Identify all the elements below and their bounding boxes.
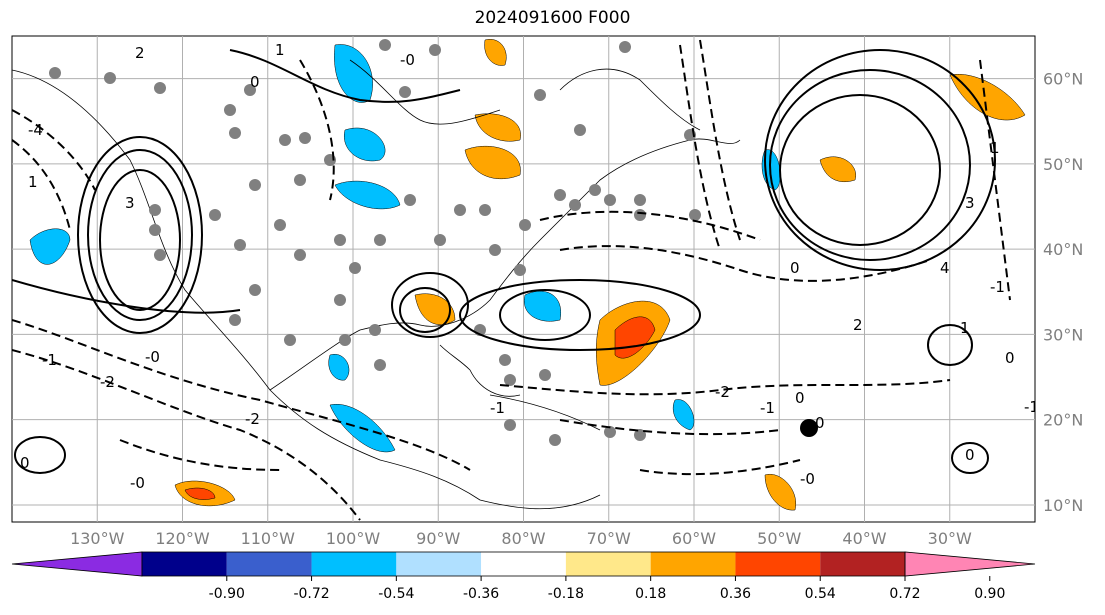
- longitude-tick-label: 40°W: [842, 529, 886, 548]
- shade-orange-4: [949, 73, 1026, 121]
- contour-label: 1: [990, 139, 1000, 157]
- latitude-labels: 60°N 50°N 40°N 30°N 20°N 10°N: [1043, 70, 1083, 515]
- contour-label: -2: [100, 373, 115, 391]
- colorbar-tick-label: -0.90: [209, 586, 245, 602]
- latitude-tick-label: 20°N: [1043, 411, 1083, 430]
- shade-orange-6: [414, 293, 456, 325]
- colorbar-tick-label: -0.54: [378, 586, 414, 602]
- contour-label: -0: [800, 470, 815, 488]
- longitude-tick-label: 30°W: [928, 529, 972, 548]
- longitude-tick-label: 80°W: [501, 529, 545, 548]
- colorbar-max-extension: [904, 551, 1036, 577]
- colorbar-bin: [226, 552, 312, 576]
- longitude-labels: 130°W 120°W 110°W 100°W 90°W 80°W 70°W 60°W 50°W…: [70, 529, 972, 548]
- contour-label: 0: [790, 259, 800, 277]
- contour-label: -1: [42, 351, 57, 369]
- contour-label: -1: [490, 399, 505, 417]
- colorbar-tick-label: 0.90: [974, 586, 1005, 602]
- colorbar-tick-label: -0.18: [548, 586, 584, 602]
- colorbar: [11, 551, 1036, 581]
- colorbar-tick-label: 0.18: [635, 586, 666, 602]
- contour-label: -2: [245, 410, 260, 428]
- contour-label: -2: [715, 383, 730, 401]
- contour-label: 0: [1005, 349, 1015, 367]
- latitude-tick-label: 50°N: [1043, 155, 1083, 174]
- shade-orange-8: [764, 473, 797, 511]
- contour-label: -0: [400, 51, 415, 69]
- contour-label: 3: [125, 194, 135, 212]
- station-dots: [49, 39, 701, 446]
- colorbar-bin: [481, 552, 566, 576]
- contour-label: 4: [940, 259, 950, 277]
- coastlines: [12, 59, 741, 510]
- colorbar-labels: -0.90 -0.72 -0.54 -0.36 -0.18 0.18 0.36 0.54 0.7…: [209, 586, 1006, 602]
- contour-label: -1: [1024, 398, 1039, 416]
- colorbar-tick-label: -0.72: [293, 586, 329, 602]
- shade-blue-9: [672, 399, 695, 431]
- contour-label: 0: [250, 73, 260, 91]
- shade-orange-2: [464, 146, 521, 180]
- contour-label: 2: [853, 316, 863, 334]
- colorbar-bin: [650, 552, 736, 576]
- latitude-tick-label: 60°N: [1043, 70, 1083, 89]
- latitude-tick-label: 30°N: [1043, 325, 1083, 344]
- contour-label: -1: [760, 399, 775, 417]
- contour-label: -1: [990, 278, 1005, 296]
- latitude-tick-label: 40°N: [1043, 240, 1083, 259]
- colorbar-min-extension: [11, 551, 143, 577]
- contour-label: -0: [145, 348, 160, 366]
- contour-label: 1: [960, 319, 970, 337]
- longitude-tick-label: 130°W: [70, 529, 125, 548]
- shade-blue-8: [328, 353, 350, 381]
- contour-label: 1: [28, 173, 38, 191]
- black-dot: [800, 419, 818, 437]
- latitude-tick-label: 10°N: [1043, 496, 1083, 515]
- dashed-contours: [12, 39, 1011, 521]
- contour-label: 0: [795, 389, 805, 407]
- colorbar-tick-label: 0.54: [805, 586, 836, 602]
- contour-label: 0: [815, 414, 825, 432]
- colorbar-tick-label: -0.36: [463, 586, 499, 602]
- shade-blue-2: [343, 127, 386, 162]
- longitude-tick-label: 120°W: [155, 529, 210, 548]
- colorbar-bin: [820, 552, 905, 576]
- contour-label: -4: [28, 121, 43, 139]
- contour-label: 3: [965, 194, 975, 212]
- shade-orange-3: [474, 113, 521, 142]
- shade-orange-7: [819, 156, 856, 183]
- shade-blue-3: [334, 180, 401, 210]
- longitude-tick-label: 70°W: [587, 529, 631, 548]
- colorbar-tick-label: 0.36: [720, 586, 751, 602]
- shade-orange-9: [484, 39, 507, 66]
- longitude-tick-label: 60°W: [672, 529, 716, 548]
- map-title: 2024091600 F000: [474, 8, 631, 28]
- contours: [12, 49, 996, 474]
- colorbar-tick-label: 0.72: [889, 586, 920, 602]
- contour-label: 0: [965, 446, 975, 464]
- shade-blue-6: [523, 290, 562, 322]
- shade-red-2: [184, 487, 216, 500]
- colorbar-frame: [141, 551, 906, 577]
- shade-blue-1: [334, 44, 373, 103]
- colorbar-bin: [565, 552, 651, 576]
- contour-label: -0: [130, 474, 145, 492]
- shade-blue-4: [29, 228, 71, 265]
- contour-label: 0: [20, 454, 30, 472]
- colorbar-bin: [142, 552, 227, 576]
- longitude-tick-label: 110°W: [241, 529, 296, 548]
- longitude-tick-label: 100°W: [326, 529, 381, 548]
- longitude-tick-label: 90°W: [416, 529, 460, 548]
- colorbar-bin: [735, 552, 821, 576]
- colorbar-bin: [396, 552, 482, 576]
- colorbar-bin: [311, 552, 397, 576]
- longitude-tick-label: 50°W: [757, 529, 801, 548]
- contour-label: 2: [135, 44, 145, 62]
- contour-label: 1: [275, 41, 285, 59]
- contour-labels: -0 -0 -1 -2 -2 -2 0 0 -0 1 2 2 -4 3 3 1 …: [20, 41, 1039, 492]
